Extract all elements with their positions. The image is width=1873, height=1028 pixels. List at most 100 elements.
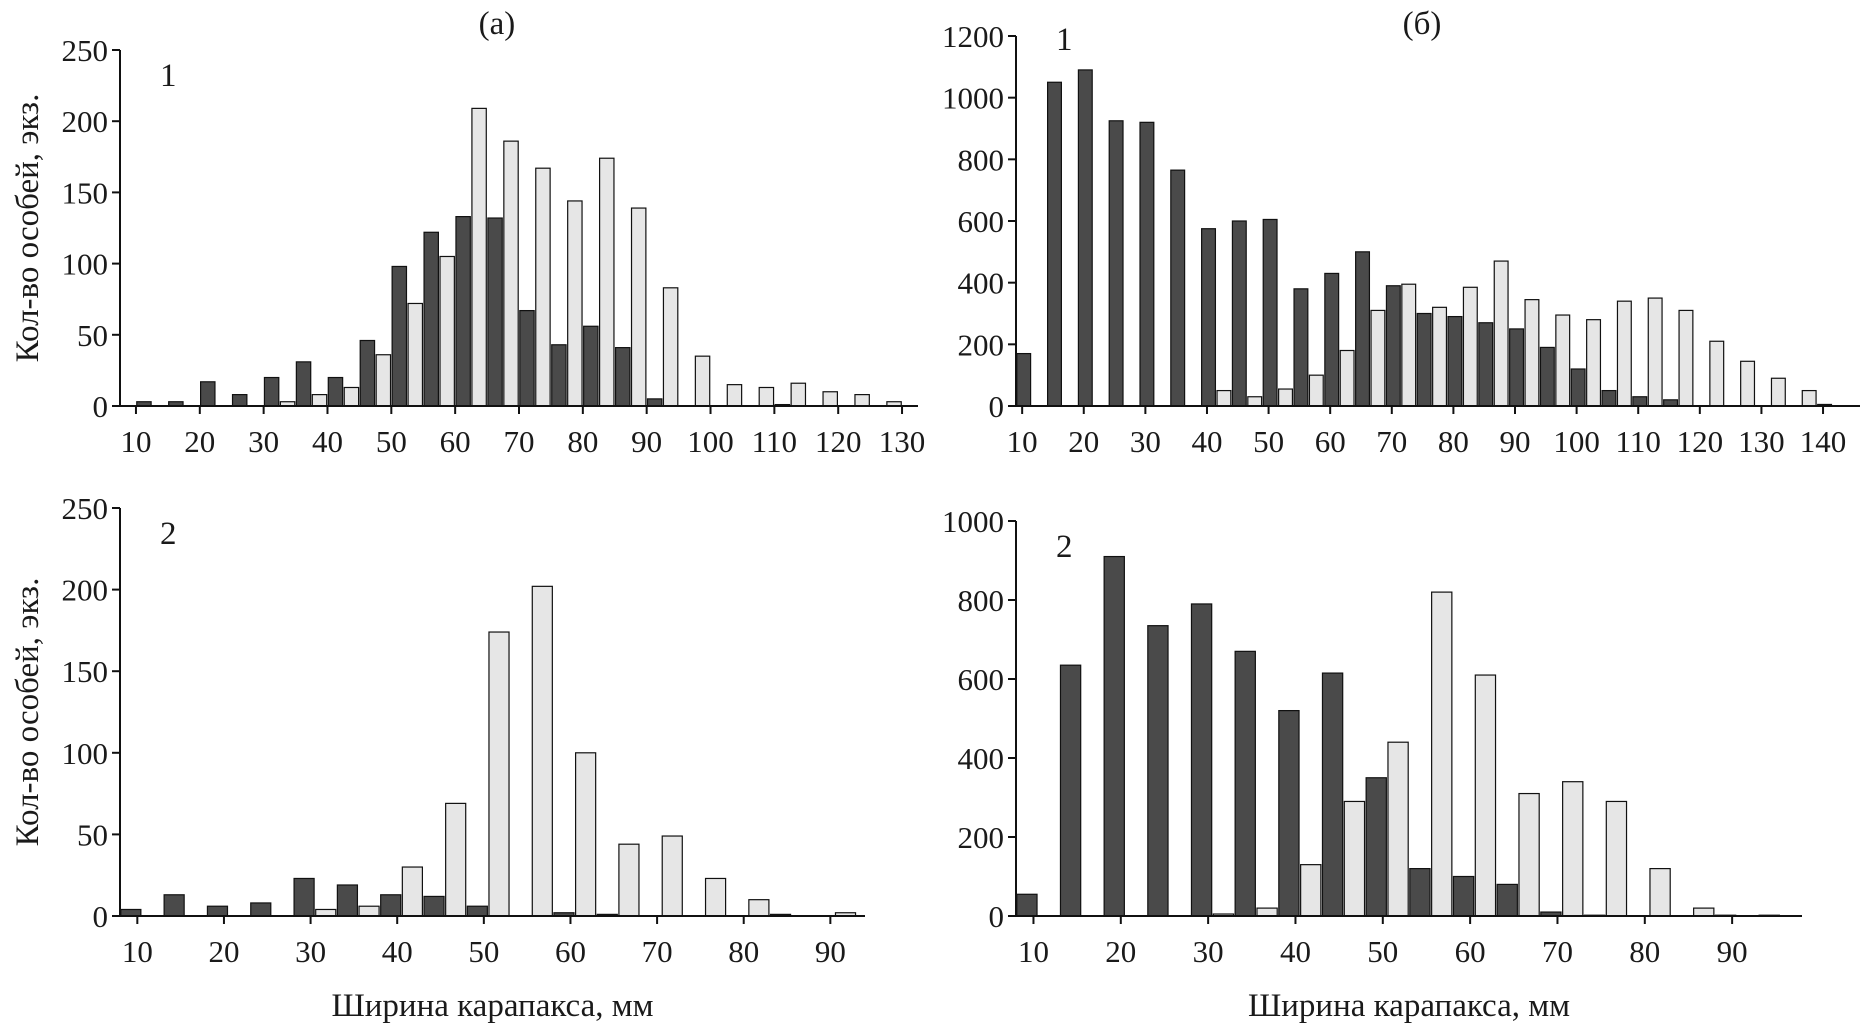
bar-b1-dark-5 — [1170, 169, 1186, 407]
chart-panel-a1: 0 50 100 150 200 250 10 20 30 40 50 60 70 80 90 100 110 1… — [10, 6, 925, 459]
x-tick-label-b1: 80 — [1438, 424, 1469, 459]
y-tick-label-b2: 1000 — [942, 504, 1004, 539]
x-tick-label-a1: 120 — [815, 424, 862, 459]
bar-a2-dark-6 — [380, 894, 402, 917]
bar-b2-dark-8 — [1365, 777, 1387, 917]
bar-a1-light-15 — [630, 207, 647, 407]
bar-b1-light-9 — [1308, 374, 1324, 407]
x-tick-label-a2: 10 — [122, 934, 153, 969]
x-tick-label-a1: 110 — [752, 424, 797, 459]
bar-b1-light-22 — [1709, 340, 1725, 407]
bar-b1-light-7 — [1247, 396, 1263, 407]
x-tick-label-a2: 90 — [815, 934, 846, 969]
bar-b1-dark-18 — [1570, 368, 1586, 407]
y-tick-label-b1: 0 — [989, 389, 1005, 424]
bar-a1-dark-15 — [614, 347, 631, 407]
y-tick-label-b1: 200 — [958, 327, 1005, 362]
y-tick-label-b1: 600 — [958, 204, 1005, 239]
bar-a2-light-12 — [661, 835, 683, 917]
x-tick-label-b1: 20 — [1068, 424, 1099, 459]
y-tick-label-a2: 50 — [77, 817, 108, 852]
x-axis-title-a2: Ширина карапакса, мм — [331, 988, 653, 1024]
y-tick-label-b1: 1000 — [942, 81, 1004, 116]
bar-b1-dark-6 — [1201, 228, 1217, 407]
bar-a2-light-13 — [704, 877, 727, 917]
bar-b2-dark-0 — [1016, 893, 1038, 917]
bar-b2-dark-9 — [1409, 867, 1431, 917]
bar-a2-light-6 — [401, 866, 423, 917]
x-tick-label-a1: 130 — [879, 424, 926, 459]
bar-a2-dark-3 — [250, 902, 272, 917]
bar-b2-dark-5 — [1234, 650, 1256, 917]
bar-b2-light-8 — [1387, 741, 1409, 917]
bar-a1-light-12 — [535, 167, 551, 407]
bar-a1-dark-5 — [295, 361, 312, 407]
bar-b1-dark-19 — [1601, 389, 1617, 407]
y-tick-label-a2: 150 — [62, 654, 109, 689]
bar-b1-dark-11 — [1355, 251, 1371, 407]
y-tick-label-b1: 1200 — [942, 19, 1004, 54]
y-tick-label-b1: 800 — [958, 142, 1005, 177]
bar-a2-light-8 — [488, 631, 510, 917]
x-tick-label-b1: 60 — [1315, 424, 1346, 459]
x-tick-label-a1: 20 — [184, 424, 215, 459]
x-tick-label-b1: 110 — [1616, 424, 1661, 459]
bar-b1-dark-14 — [1447, 315, 1463, 407]
bar-b2-light-11 — [1518, 792, 1540, 917]
bar-a1-light-16 — [662, 287, 679, 407]
bar-a1-dark-13 — [551, 344, 567, 407]
bar-a1-dark-8 — [391, 265, 408, 407]
x-tick-label-b1: 130 — [1738, 424, 1785, 459]
bar-a1-light-10 — [471, 107, 487, 407]
bar-a1-light-9 — [439, 255, 455, 407]
bar-b2-dark-11 — [1496, 883, 1518, 917]
bar-b2-dark-3 — [1147, 625, 1169, 917]
bar-b1-dark-7 — [1231, 220, 1247, 407]
y-tick-label-a2: 200 — [62, 573, 109, 608]
bar-b1-light-17 — [1555, 314, 1571, 407]
bar-a1-dark-7 — [359, 339, 376, 407]
bar-b2-light-5 — [1256, 907, 1278, 917]
y-axis-title-a1: Кол-во особей, экз. — [10, 94, 46, 363]
x-tick-label-b1: 10 — [1007, 424, 1038, 459]
bar-a1-light-11 — [503, 140, 519, 407]
bar-b1-light-24 — [1770, 377, 1786, 407]
bar-a1-light-6 — [343, 386, 360, 407]
bar-a1-dark-6 — [327, 376, 344, 407]
x-tick-label-a1: 60 — [440, 424, 471, 459]
bar-a2-light-7 — [445, 802, 467, 917]
bar-a2-light-9 — [531, 585, 553, 917]
bar-b2-light-12 — [1562, 781, 1584, 917]
x-tick-label-a2: 70 — [642, 934, 673, 969]
y-tick-label-b2: 600 — [958, 662, 1005, 697]
bar-b1-dark-16 — [1509, 328, 1525, 407]
bar-a1-light-18 — [726, 384, 743, 407]
bar-b2-dark-7 — [1321, 672, 1344, 917]
bar-b1-dark-1 — [1046, 81, 1062, 407]
bar-b1-light-20 — [1647, 297, 1663, 407]
y-tick-label-a2: 250 — [62, 491, 109, 526]
chart-panel-b2: 0 200 400 600 800 1000 10 20 30 40 50 60 70 80 90 2 Шири… — [942, 504, 1802, 1024]
x-tick-label-b2: 70 — [1542, 934, 1573, 969]
x-tick-label-a2: 30 — [295, 934, 326, 969]
bar-a1-dark-16 — [646, 398, 663, 407]
bar-a1-light-13 — [567, 200, 583, 407]
bar-a1-dark-2 — [200, 381, 216, 407]
bar-b2-light-13 — [1605, 800, 1628, 917]
bar-a1-light-17 — [694, 355, 711, 407]
x-tick-label-b2: 80 — [1629, 934, 1660, 969]
x-tick-label-a1: 70 — [504, 424, 535, 459]
y-tick-label-b2: 200 — [958, 820, 1005, 855]
bar-b1-dark-13 — [1416, 312, 1432, 407]
bar-b1-dark-9 — [1293, 288, 1309, 407]
bar-a2-light-14 — [748, 899, 770, 917]
bar-b1-dark-10 — [1324, 272, 1340, 407]
x-tick-label-b1: 120 — [1677, 424, 1724, 459]
x-tick-label-a1: 40 — [312, 424, 343, 459]
x-tick-label-a2: 50 — [468, 934, 499, 969]
bar-b2-light-9 — [1431, 591, 1453, 917]
x-tick-label-a1: 80 — [567, 424, 598, 459]
bar-b1-dark-8 — [1262, 218, 1278, 407]
bar-b1-dark-17 — [1539, 346, 1555, 407]
